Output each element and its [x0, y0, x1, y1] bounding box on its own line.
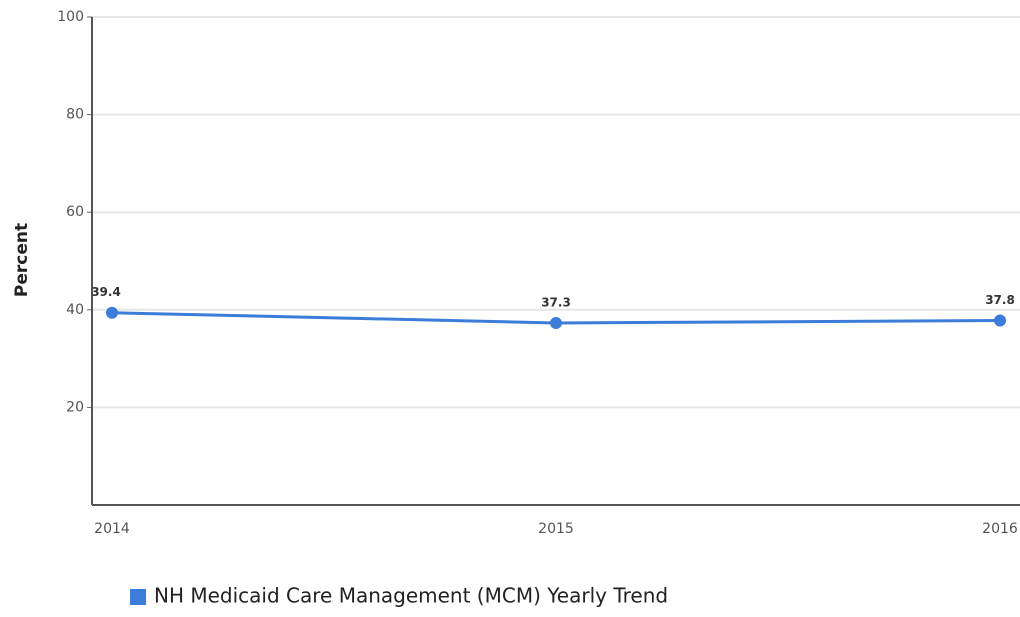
legend-label: NH Medicaid Care Management (MCM) Yearly… — [154, 584, 668, 608]
data-point — [994, 314, 1006, 327]
y-tick-label: 40 — [66, 302, 84, 318]
y-tick-label: 80 — [66, 107, 84, 123]
data-point — [106, 306, 118, 319]
data-label: 37.3 — [541, 295, 571, 309]
x-tick-label: 2014 — [94, 521, 130, 537]
y-tick-label: 100 — [57, 9, 84, 25]
x-tick-label: 2015 — [538, 521, 574, 537]
y-axis-label: Percent — [12, 223, 32, 297]
y-tick-label: 20 — [66, 399, 84, 415]
data-point — [550, 316, 562, 329]
x-tick-label: 2016 — [982, 521, 1018, 537]
data-label: 37.8 — [985, 293, 1015, 307]
legend-swatch — [130, 589, 146, 605]
y-tick-label: 60 — [66, 204, 84, 220]
data-label: 39.4 — [91, 285, 121, 299]
